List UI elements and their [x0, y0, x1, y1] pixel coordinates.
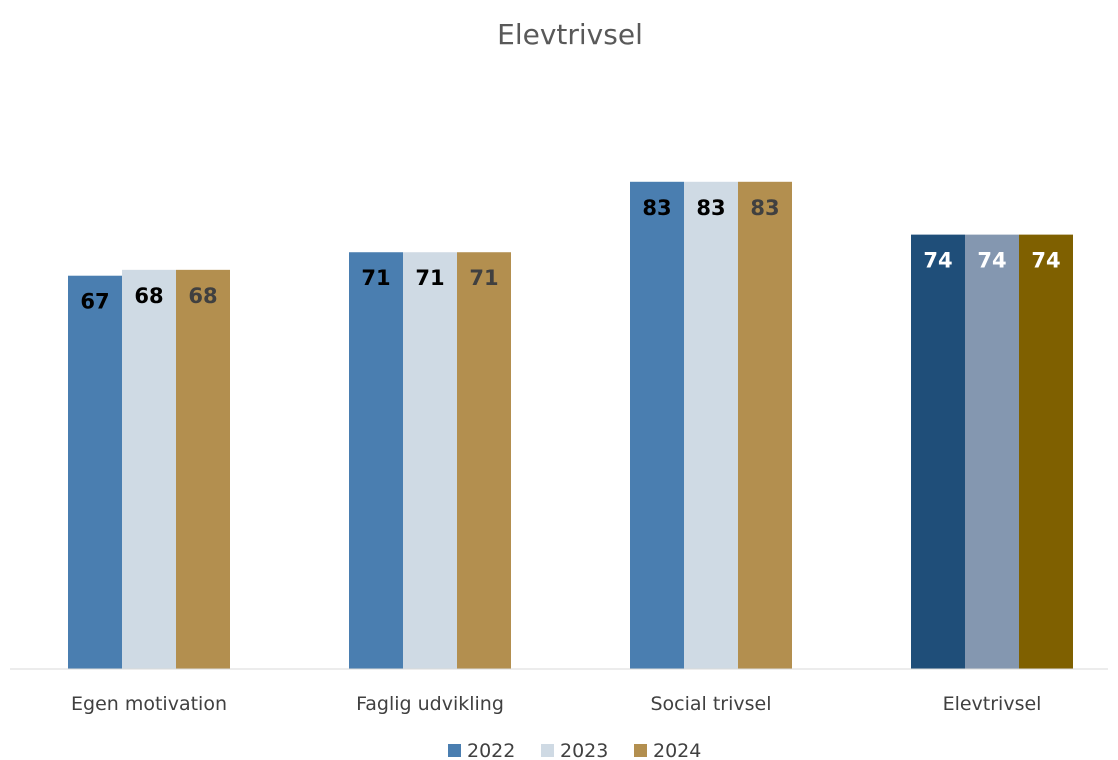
data-label-2-0: 83 — [642, 196, 671, 220]
data-label-3-2: 74 — [1031, 249, 1060, 273]
data-label-2-1: 83 — [696, 196, 725, 220]
legend-swatch-2022 — [448, 744, 461, 757]
bar-0-2 — [176, 269, 230, 669]
category-label-1: Faglig udvikling — [356, 693, 504, 715]
data-label-2-2: 83 — [750, 196, 779, 220]
bar-2-2 — [738, 181, 792, 670]
bars-group: 67 68 68 71 71 71 83 83 83 74 74 74 — [68, 181, 1073, 670]
category-labels: Egen motivation Faglig udvikling Social tr… — [71, 693, 1041, 715]
data-label-0-0: 67 — [80, 290, 109, 314]
data-label-3-1: 74 — [977, 249, 1006, 273]
legend-swatch-2023 — [541, 744, 554, 757]
data-label-3-0: 74 — [923, 249, 952, 273]
bar-2-0 — [630, 181, 684, 670]
bar-0-1 — [122, 269, 176, 669]
data-label-0-2: 68 — [188, 284, 217, 308]
legend-label-2023: 2023 — [560, 740, 608, 760]
bar-0-0 — [68, 275, 122, 669]
legend-label-2022: 2022 — [467, 740, 515, 760]
data-label-1-1: 71 — [415, 266, 444, 290]
bar-1-2 — [457, 252, 511, 670]
bar-3-1 — [965, 234, 1019, 669]
data-label-0-1: 68 — [134, 284, 163, 308]
bar-1-0 — [349, 252, 403, 670]
bar-2-1 — [684, 181, 738, 670]
category-label-2: Social trivsel — [650, 693, 771, 715]
data-label-1-0: 71 — [361, 266, 390, 290]
category-label-0: Egen motivation — [71, 693, 227, 715]
chart-title: Elevtrivsel — [497, 18, 643, 51]
bar-3-2 — [1019, 234, 1073, 669]
legend-label-2024: 2024 — [653, 740, 701, 760]
legend-swatch-2024 — [634, 744, 647, 757]
data-label-1-2: 71 — [469, 266, 498, 290]
bar-1-1 — [403, 252, 457, 670]
category-label-3: Elevtrivsel — [943, 693, 1042, 715]
bar-3-0 — [911, 234, 965, 669]
legend: 2022 2023 2024 — [448, 740, 701, 760]
